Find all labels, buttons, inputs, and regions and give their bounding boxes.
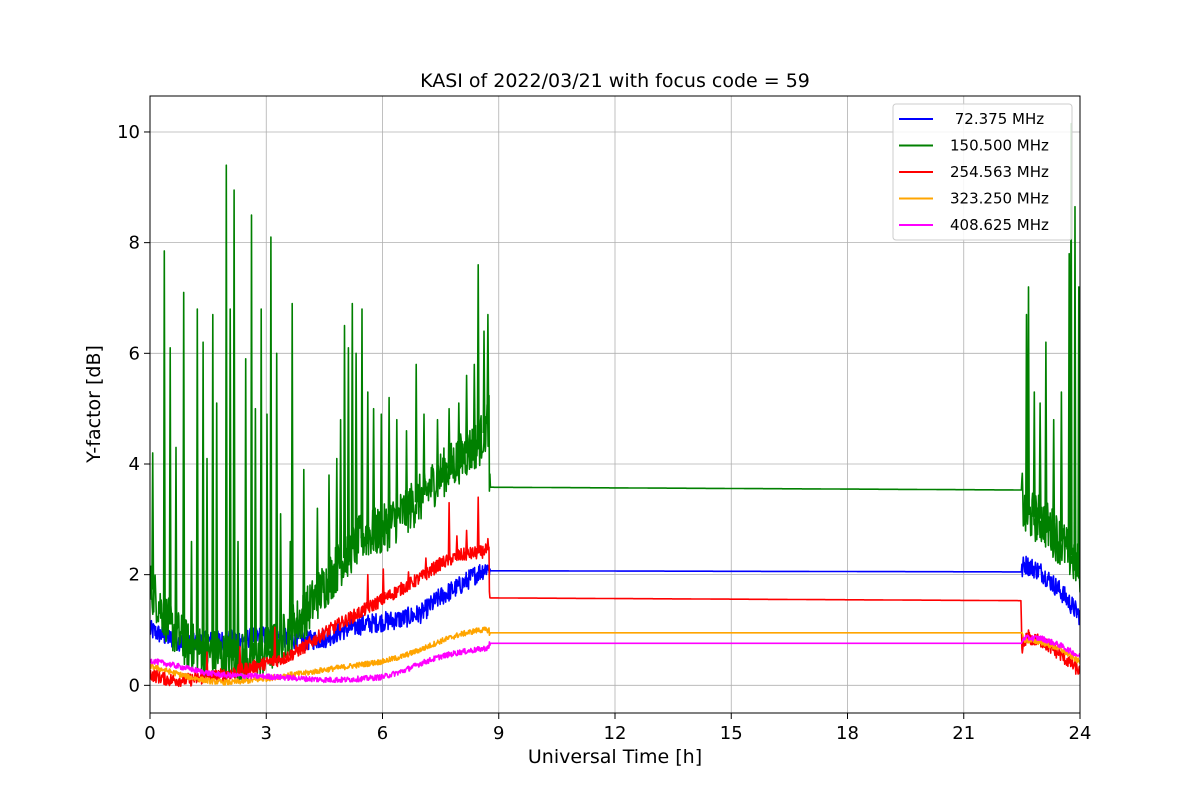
legend-label: 150.500 MHz xyxy=(950,137,1049,155)
legend-label: 323.250 MHz xyxy=(950,190,1049,208)
y-tick-label: 8 xyxy=(129,233,140,254)
y-tick-label: 2 xyxy=(129,565,140,586)
y-tick-label: 10 xyxy=(117,122,140,143)
x-tick-label: 15 xyxy=(720,723,743,744)
legend-label: 72.375 MHz xyxy=(950,110,1044,128)
x-tick-label: 24 xyxy=(1069,723,1092,744)
y-tick-label: 0 xyxy=(129,675,140,696)
x-axis-label: Universal Time [h] xyxy=(528,746,702,768)
x-tick-label: 3 xyxy=(261,723,272,744)
y-axis-label: Y-factor [dB] xyxy=(83,345,105,464)
y-tick-label: 6 xyxy=(129,343,140,364)
chart-title: KASI of 2022/03/21 with focus code = 59 xyxy=(420,70,810,92)
legend-label: 254.563 MHz xyxy=(950,163,1049,181)
series-line-254-563-mhz xyxy=(150,496,1080,688)
legend-label: 408.625 MHz xyxy=(950,216,1049,234)
x-tick-label: 6 xyxy=(377,723,388,744)
y-tick-label: 4 xyxy=(129,454,140,475)
legend-box xyxy=(892,103,1073,241)
x-tick-label: 21 xyxy=(952,723,975,744)
x-tick-label: 9 xyxy=(493,723,504,744)
series-layer xyxy=(150,122,1080,688)
x-tick-label: 18 xyxy=(836,723,859,744)
series-line-150-500-mhz xyxy=(150,122,1080,684)
series-line-323-250-mhz xyxy=(150,626,1080,686)
series-line-408-625-mhz xyxy=(150,634,1080,684)
legend: 72.375 MHz 150.500 MHz 254.563 MHz 323.250 … xyxy=(892,103,1073,241)
x-tick-label: 0 xyxy=(144,723,155,744)
x-tick-label: 12 xyxy=(604,723,627,744)
